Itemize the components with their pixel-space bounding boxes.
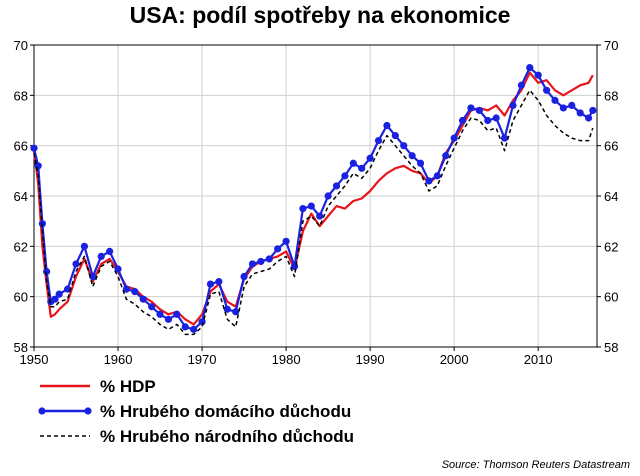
series-point-1 (374, 137, 383, 145)
series-point-1 (484, 116, 492, 125)
legend-label-1: % Hrubého domácího důchodu (100, 402, 351, 421)
series-point-1 (517, 81, 525, 89)
series-point-1 (358, 164, 366, 172)
series-point-1 (341, 172, 349, 180)
series-point-1 (131, 288, 139, 296)
series-point-1 (122, 285, 131, 293)
series-point-1 (366, 154, 374, 162)
y-tick-label-left: 60 (14, 290, 28, 305)
y-tick-label-left: 70 (14, 38, 28, 53)
series-point-1 (72, 260, 80, 268)
legend-label-2: % Hrubého národního důchodu (100, 427, 354, 446)
legend-marker (38, 407, 46, 415)
series-point-1 (442, 152, 450, 160)
series-point-1 (433, 172, 441, 180)
series-point-1 (248, 260, 257, 268)
series-point-1 (164, 315, 173, 323)
series-point-1 (509, 101, 517, 109)
series-point-1 (526, 64, 534, 72)
series-point-1 (450, 134, 458, 142)
series-point-1 (181, 323, 189, 331)
series-point-1 (307, 202, 315, 210)
series-point-1 (416, 159, 425, 167)
series-point-1 (240, 272, 248, 281)
series-point-1 (139, 295, 147, 303)
y-tick-label-right: 60 (604, 290, 618, 305)
y-tick-label-right: 66 (604, 139, 618, 154)
x-tick-label: 1980 (272, 352, 301, 367)
series-point-1 (559, 104, 567, 112)
legend-marker (84, 407, 92, 415)
series-point-1 (299, 204, 307, 213)
series-point-1 (400, 142, 408, 150)
series-line-2 (33, 89, 594, 336)
series-point-1 (576, 109, 584, 117)
chart-title: USA: podíl spotřeby na ekonomice (129, 2, 511, 28)
series-point-1 (106, 247, 114, 255)
y-tick-label-right: 70 (604, 38, 618, 53)
series-point-1 (97, 252, 105, 260)
series-point-1 (475, 106, 483, 115)
series-point-1 (542, 86, 551, 94)
series-point-1 (467, 104, 475, 112)
series-point-1 (534, 71, 542, 79)
series-point-1 (215, 277, 223, 286)
y-tick-label-right: 58 (604, 340, 618, 355)
series-point-1 (265, 255, 273, 263)
y-tick-label-right: 64 (604, 189, 618, 204)
y-tick-label-right: 68 (604, 88, 618, 103)
x-tick-label: 1950 (20, 352, 49, 367)
chart-source: Source: Thomson Reuters Datastream (442, 459, 630, 471)
series-point-1 (282, 237, 290, 245)
series-point-1 (30, 144, 38, 152)
series-point-1 (383, 121, 391, 130)
y-tick-label-left: 68 (14, 88, 28, 103)
series-point-1 (568, 101, 576, 109)
series-point-1 (173, 310, 181, 318)
y-tick-label-left: 58 (14, 340, 28, 355)
series-point-1 (584, 114, 593, 122)
series-point-1 (89, 272, 97, 281)
series-point-1 (114, 265, 122, 273)
y-tick-label-right: 62 (604, 239, 618, 254)
series-line-0 (32, 71, 594, 326)
y-tick-label-left: 64 (14, 189, 28, 204)
series-point-1 (492, 114, 500, 122)
series-point-1 (391, 132, 399, 140)
series-point-1 (51, 295, 59, 303)
series-point-1 (43, 267, 51, 276)
series-point-1 (190, 325, 198, 333)
x-tick-label: 2010 (524, 352, 553, 367)
legend-label-0: % HDP (100, 377, 156, 396)
series-point-1 (551, 96, 559, 104)
y-tick-label-left: 66 (14, 139, 28, 154)
series-point-1 (198, 318, 206, 326)
series-point-1 (55, 290, 63, 298)
series-point-1 (232, 308, 240, 316)
series-point-1 (80, 242, 89, 250)
series-point-1 (500, 134, 509, 142)
series-point-1 (324, 192, 332, 200)
series-point-1 (206, 280, 215, 288)
series-point-1 (257, 257, 265, 266)
series-point-1 (589, 106, 597, 115)
x-tick-label: 2000 (440, 352, 469, 367)
x-tick-label: 1990 (356, 352, 385, 367)
series-point-1 (349, 159, 357, 167)
series-point-1 (458, 116, 467, 125)
series-point-1 (156, 310, 164, 318)
x-tick-label: 1960 (104, 352, 133, 367)
series-point-1 (332, 182, 341, 190)
series-point-1 (408, 152, 416, 160)
x-tick-label: 1970 (188, 352, 217, 367)
series-point-1 (223, 305, 231, 313)
series-point-1 (316, 212, 324, 220)
series-point-1 (425, 177, 433, 185)
series-point-1 (148, 303, 156, 311)
y-tick-label-left: 62 (14, 239, 28, 254)
series-point-1 (274, 245, 282, 253)
